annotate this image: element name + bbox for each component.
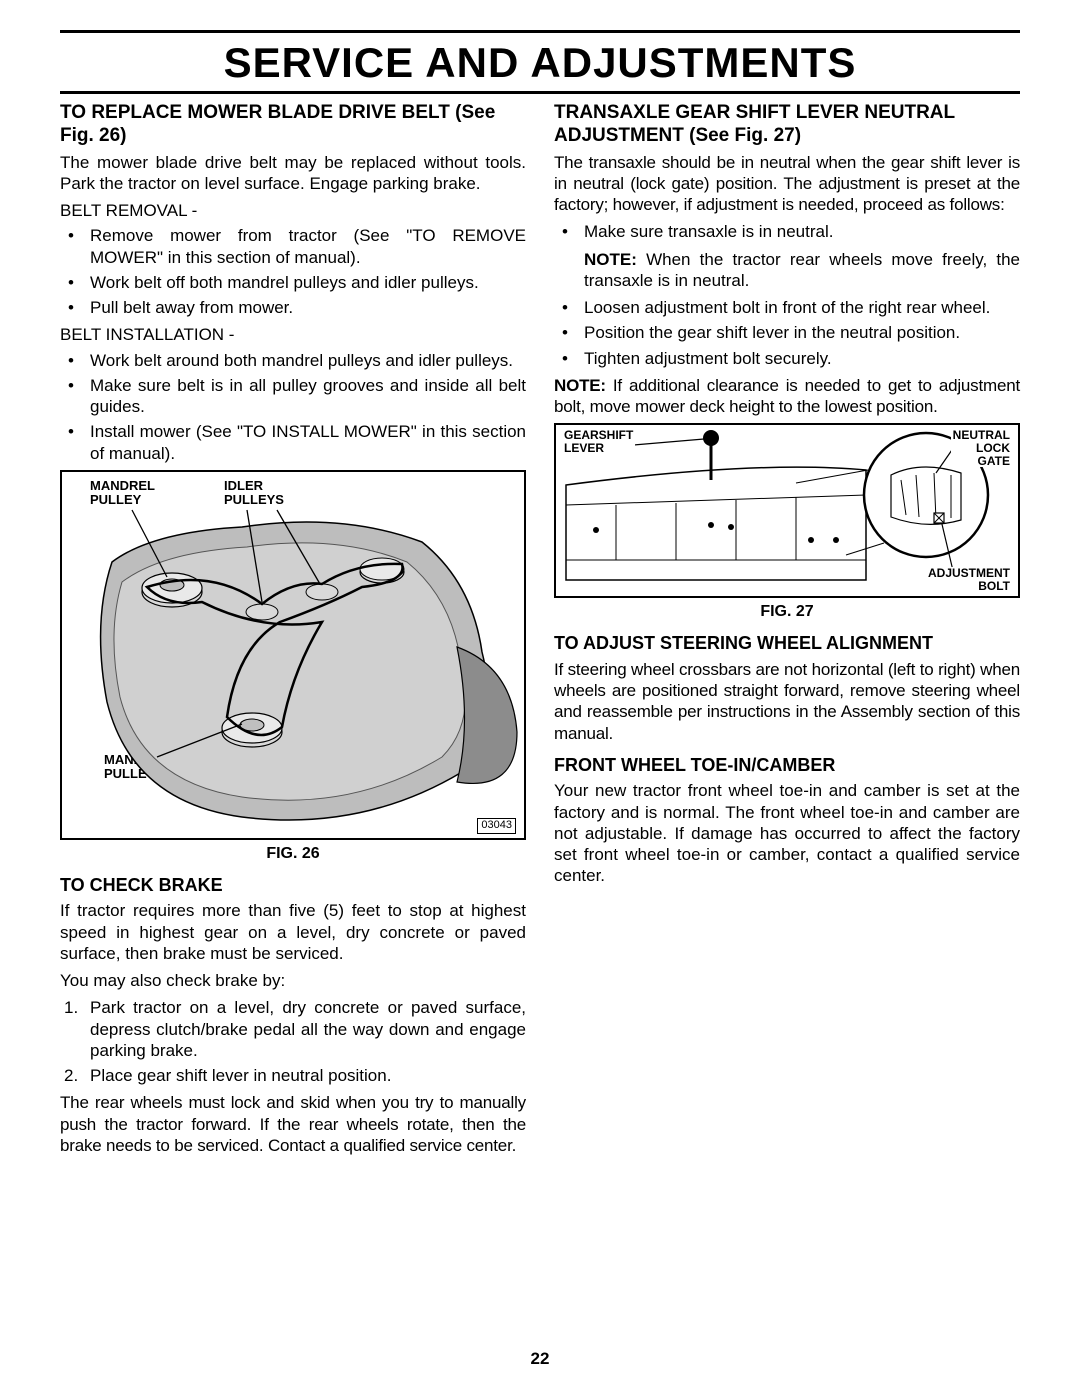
- para-brake-2: You may also check brake by:: [60, 970, 526, 991]
- para-steering: If steering wheel crossbars are not hori…: [554, 659, 1020, 744]
- list-item: Position the gear shift lever in the neu…: [554, 322, 1020, 343]
- figure-26: MANDRELPULLEY IDLERPULLEYS MANDRELPULLEY: [60, 470, 526, 840]
- heading-check-brake: TO CHECK BRAKE: [60, 874, 526, 897]
- list-item: Tighten adjustment bolt securely.: [554, 348, 1020, 369]
- note-text: If additional clearance is needed to get…: [554, 376, 1020, 416]
- list-transaxle-1: Make sure transaxle is in neutral.: [554, 221, 1020, 242]
- list-belt-removal: Remove mower from tractor (See "TO REMOV…: [60, 225, 526, 318]
- mower-deck-icon: [62, 472, 522, 842]
- list-text: Park tractor on a level, dry concrete or…: [90, 998, 526, 1060]
- page-number: 22: [0, 1349, 1080, 1369]
- left-column: TO REPLACE MOWER BLADE DRIVE BELT (See F…: [60, 102, 526, 1162]
- note-label: NOTE:: [554, 376, 606, 395]
- list-belt-install: Work belt around both mandrel pulleys an…: [60, 350, 526, 464]
- figure-26-caption: FIG. 26: [60, 844, 526, 864]
- list-item: 1.Park tractor on a level, dry concrete …: [60, 997, 526, 1061]
- subhead-belt-install: BELT INSTALLATION -: [60, 324, 526, 345]
- heading-transaxle: TRANSAXLE GEAR SHIFT LEVER NEUTRAL ADJUS…: [554, 102, 1020, 148]
- list-item: Loosen adjustment bolt in front of the r…: [554, 297, 1020, 318]
- heading-steering: TO ADJUST STEERING WHEEL ALIGNMENT: [554, 632, 1020, 655]
- para-transaxle-1: The transaxle should be in neutral when …: [554, 152, 1020, 216]
- list-item: Work belt off both mandrel pulleys and i…: [60, 272, 526, 293]
- page-title: SERVICE AND ADJUSTMENTS: [60, 39, 1020, 87]
- list-text: Place gear shift lever in neutral positi…: [90, 1066, 391, 1085]
- note-text: When the tractor rear wheels move freely…: [584, 250, 1020, 290]
- subhead-belt-removal: BELT REMOVAL -: [60, 200, 526, 221]
- heading-replace-belt: TO REPLACE MOWER BLADE DRIVE BELT (See F…: [60, 102, 526, 148]
- list-item: Pull belt away from mower.: [60, 297, 526, 318]
- list-brake-check: 1.Park tractor on a level, dry concrete …: [60, 997, 526, 1086]
- list-item: Make sure transaxle is in neutral.: [554, 221, 1020, 242]
- title-rule: [60, 91, 1020, 94]
- right-column: TRANSAXLE GEAR SHIFT LEVER NEUTRAL ADJUS…: [554, 102, 1020, 1162]
- list-item: Make sure belt is in all pulley grooves …: [60, 375, 526, 418]
- heading-front-wheel: FRONT WHEEL TOE-IN/CAMBER: [554, 754, 1020, 777]
- list-item: 2.Place gear shift lever in neutral posi…: [60, 1065, 526, 1086]
- label-gearshift-lever: GEARSHIFTLEVER: [562, 429, 635, 454]
- list-item: Remove mower from tractor (See "TO REMOV…: [60, 225, 526, 268]
- para-brake-3: The rear wheels must lock and skid when …: [60, 1092, 526, 1156]
- list-item: Install mower (See "TO INSTALL MOWER" in…: [60, 421, 526, 464]
- content-columns: TO REPLACE MOWER BLADE DRIVE BELT (See F…: [60, 102, 1020, 1162]
- figure-27-caption: FIG. 27: [554, 602, 1020, 622]
- note-2: NOTE: If additional clearance is needed …: [554, 375, 1020, 418]
- part-number: 03043: [477, 818, 516, 834]
- para-front-wheel: Your new tractor front wheel toe-in and …: [554, 780, 1020, 886]
- figure-27: GEARSHIFTLEVER NEUTRALLOCKGATE ADJUSTMEN…: [554, 423, 1020, 598]
- label-neutral-lock-gate: NEUTRALLOCKGATE: [951, 429, 1012, 467]
- note-label: NOTE:: [584, 250, 637, 269]
- para-brake-1: If tractor requires more than five (5) f…: [60, 900, 526, 964]
- label-adjustment-bolt: ADJUSTMENTBOLT: [926, 567, 1012, 592]
- note-1: NOTE: When the tractor rear wheels move …: [554, 249, 1020, 292]
- list-item: Work belt around both mandrel pulleys an…: [60, 350, 526, 371]
- list-transaxle-2: Loosen adjustment bolt in front of the r…: [554, 297, 1020, 369]
- top-rule: [60, 30, 1020, 33]
- para-belt-intro: The mower blade drive belt may be replac…: [60, 152, 526, 195]
